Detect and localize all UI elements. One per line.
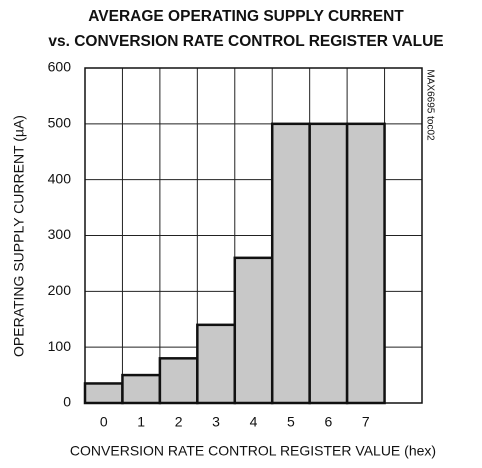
chart-title: vs. CONVERSION RATE CONTROL REGISTER VAL…: [48, 33, 443, 50]
x-tick-label: 5: [287, 414, 295, 430]
y-tick-label: 0: [63, 394, 71, 410]
bar: [196, 323, 237, 405]
bar: [308, 122, 349, 405]
bar: [121, 373, 162, 405]
x-tick-label: 4: [250, 414, 258, 430]
bar: [83, 382, 124, 405]
y-tick-label: 100: [48, 338, 72, 354]
annotation: MAX6695 toc02: [424, 69, 435, 141]
y-tick-label: 200: [48, 282, 72, 298]
x-tick-label: 7: [362, 414, 370, 430]
x-tick-label: 3: [212, 414, 220, 430]
y-tick-label: 600: [48, 59, 72, 75]
bar: [345, 122, 386, 405]
bar: [270, 122, 311, 405]
y-tick-label: 300: [48, 226, 72, 242]
x-tick-label: 0: [100, 414, 108, 430]
x-tick-label: 6: [324, 414, 332, 430]
y-tick-label: 400: [48, 170, 72, 186]
plot-border: [84, 67, 423, 404]
chart-title: AVERAGE OPERATING SUPPLY CURRENT: [88, 8, 404, 25]
bar: [233, 256, 274, 405]
x-tick-label: 1: [137, 414, 145, 430]
bar: [158, 357, 199, 405]
y-axis-label: OPERATING SUPPLY CURRENT (µA): [11, 115, 27, 357]
x-axis-label: CONVERSION RATE CONTROL REGISTER VALUE (…: [70, 443, 436, 459]
x-tick-label: 2: [175, 414, 183, 430]
y-tick-label: 500: [48, 115, 72, 131]
